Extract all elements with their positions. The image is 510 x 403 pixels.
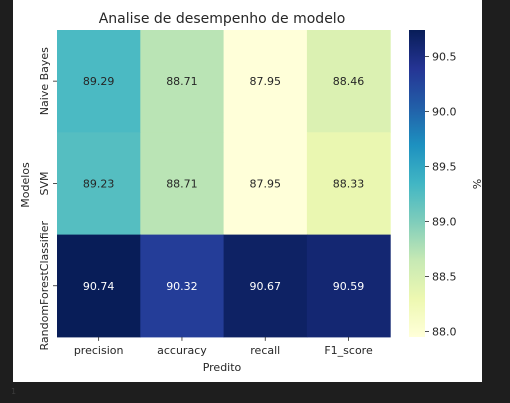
heatmap-cell (223, 30, 308, 133)
cell-value-label: 88.33 (333, 177, 365, 190)
y-tick-label: SVM (38, 171, 51, 195)
heatmap-cell (140, 30, 225, 133)
heatmap-cell (140, 132, 225, 236)
heatmap-cell (57, 234, 141, 338)
colorbar-tick-label: 89.0 (432, 215, 457, 228)
cell-value-label: 87.95 (250, 75, 282, 88)
colorbar-tick-label: 90.5 (432, 50, 457, 63)
heatmap-cell (306, 30, 391, 133)
chart-title: Analise de desempenho de modelo (99, 11, 346, 27)
heatmap-cell (223, 234, 308, 338)
cell-value-label: 89.29 (83, 75, 115, 88)
cell-value-label: 89.23 (83, 177, 115, 190)
heatmap-chart: Analise de desempenho de modelo 89.29 88.… (19, 11, 482, 374)
heatmap-figure: Analise de desempenho de modelo 89.29 88.… (13, 0, 482, 382)
heatmap-cell (57, 132, 141, 236)
x-tick-label: precision (74, 344, 124, 357)
colorbar-tick-label: 88.5 (432, 270, 457, 283)
colorbar-tick-label: 89.5 (432, 160, 457, 173)
heatmap-cell (306, 234, 391, 338)
heatmap-cell (306, 132, 391, 236)
cell-value-label: 88.71 (166, 75, 198, 88)
heatmap-cell (223, 132, 308, 236)
heatmap-cell (57, 30, 141, 133)
x-tick-label: F1_score (324, 344, 373, 357)
cell-value-label: 90.32 (166, 280, 198, 293)
colorbar-tick-label: 90.0 (432, 105, 457, 118)
y-tick-label: Naive Bayes (38, 47, 51, 115)
cell-value-label: 90.74 (83, 280, 115, 293)
x-tick-label: accuracy (157, 344, 207, 357)
x-tick-label: recall (250, 344, 280, 357)
corner-mark: 1 (11, 387, 17, 396)
cell-value-label: 90.67 (250, 280, 282, 293)
y-axis-label: Modelos (19, 162, 32, 208)
colorbar (409, 30, 425, 337)
heatmap-cell (140, 234, 225, 338)
x-axis-label: Predito (203, 361, 242, 374)
cell-value-label: 90.59 (333, 280, 365, 293)
cell-value-label: 88.71 (166, 177, 198, 190)
y-tick-label: RandomForestClassifier (38, 221, 51, 351)
cell-value-label: 88.46 (333, 75, 365, 88)
cell-value-label: 87.95 (250, 177, 282, 190)
colorbar-tick-label: 88.0 (432, 325, 457, 338)
colorbar-label: % (470, 179, 482, 189)
